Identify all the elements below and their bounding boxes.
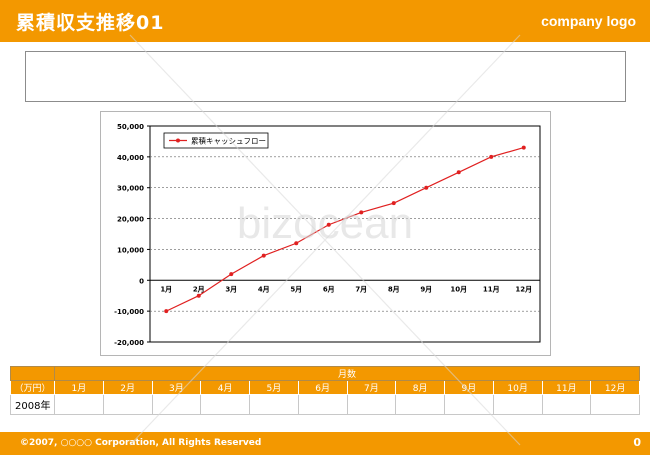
x-tick-label: 2月 xyxy=(193,285,205,293)
month-header: 2月 xyxy=(102,380,153,395)
month-value-cell[interactable] xyxy=(395,394,445,415)
month-value-cell[interactable] xyxy=(444,394,494,415)
x-tick-label: 10月 xyxy=(450,285,467,293)
y-tick-label: 10,000 xyxy=(117,246,144,254)
x-tick-label: 1月 xyxy=(160,285,172,293)
data-point xyxy=(359,210,364,215)
page-title: 累積収支推移01 xyxy=(16,12,165,34)
data-point xyxy=(489,154,494,159)
footer-bar: ©2007, ○○○○ Corporation, All Rights Rese… xyxy=(0,432,650,455)
month-value-cell[interactable] xyxy=(200,394,250,415)
month-value-cell[interactable] xyxy=(590,394,640,415)
month-header: 11月 xyxy=(541,380,592,395)
x-tick-label: 9月 xyxy=(420,285,432,293)
x-tick-label: 6月 xyxy=(323,285,335,293)
month-value-cell[interactable] xyxy=(54,394,104,415)
y-tick-label: 50,000 xyxy=(117,123,144,131)
month-value-cell[interactable] xyxy=(492,394,543,415)
table-corner xyxy=(10,366,55,381)
comment-box[interactable] xyxy=(25,51,626,102)
y-tick-label: 30,000 xyxy=(117,185,144,193)
x-tick-label: 12月 xyxy=(515,285,532,293)
data-point xyxy=(261,253,266,258)
y-tick-label: 0 xyxy=(139,277,144,285)
data-point xyxy=(229,272,234,277)
month-value-cell[interactable] xyxy=(541,394,592,415)
x-tick-label: 7月 xyxy=(355,285,367,293)
page-number: 0 xyxy=(633,436,641,449)
month-header: 7月 xyxy=(346,380,397,395)
month-value-cell[interactable] xyxy=(102,394,153,415)
unit-label: （万円） xyxy=(10,380,55,395)
month-header: 9月 xyxy=(444,380,494,395)
plot-area xyxy=(149,125,541,343)
month-header: 5月 xyxy=(249,380,299,395)
copyright-text: ©2007, ○○○○ Corporation, All Rights Rese… xyxy=(20,438,262,448)
monthly-table: 月数 （万円） 1月 2月 3月 4月 5月 6月 7月 8月 9月 10月 11月 12月 2008… xyxy=(10,366,640,415)
month-value-cell[interactable] xyxy=(297,394,348,415)
month-group-header: 月数 xyxy=(54,366,640,381)
x-tick-label: 8月 xyxy=(388,285,400,293)
cumulative-cashflow-chart: 50,000 40,000 30,000 20,000 10,000 0 -10,000 -2… xyxy=(114,123,541,347)
legend-label: 累積キャッシュフロー xyxy=(191,136,266,146)
row-label: 2008年 xyxy=(10,394,55,415)
month-header: 8月 xyxy=(395,380,445,395)
month-header: 12月 xyxy=(590,380,640,395)
legend-marker xyxy=(176,138,180,143)
y-tick-label: 20,000 xyxy=(117,216,144,224)
x-tick-label: 3月 xyxy=(225,285,237,293)
data-point xyxy=(164,309,169,314)
month-header: 6月 xyxy=(297,380,348,395)
header-bar: 累積収支推移01 company logo xyxy=(0,0,650,42)
y-tick-label: -20,000 xyxy=(114,339,144,347)
data-point xyxy=(294,241,299,246)
month-value-cell[interactable] xyxy=(151,394,202,415)
month-header: 4月 xyxy=(200,380,250,395)
x-tick-label: 4月 xyxy=(258,285,270,293)
data-point xyxy=(456,170,461,175)
y-tick-label: -10,000 xyxy=(114,308,144,316)
data-point xyxy=(391,201,396,206)
company-logo: company logo xyxy=(541,13,636,29)
month-header: 10月 xyxy=(492,380,543,395)
month-header: 3月 xyxy=(151,380,202,395)
data-point xyxy=(326,222,331,227)
y-tick-label: 40,000 xyxy=(117,154,144,162)
data-point xyxy=(521,145,526,150)
month-header: 1月 xyxy=(54,380,104,395)
month-value-cell[interactable] xyxy=(249,394,299,415)
x-tick-label: 5月 xyxy=(290,285,302,293)
x-tick-label: 11月 xyxy=(483,285,500,293)
month-value-cell[interactable] xyxy=(346,394,397,415)
chart-frame: 50,000 40,000 30,000 20,000 10,000 0 -10,000 -2… xyxy=(100,111,551,356)
data-point xyxy=(196,293,201,298)
data-point xyxy=(424,185,429,190)
